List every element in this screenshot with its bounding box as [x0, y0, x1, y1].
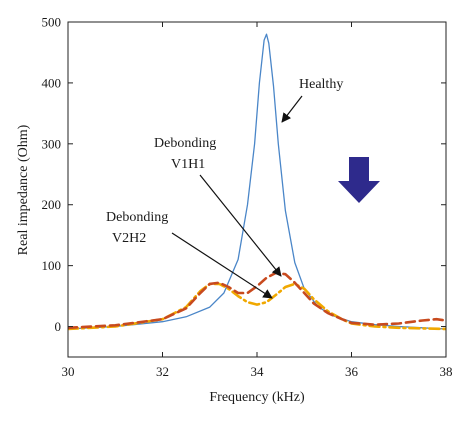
y-tick-label: 0 [55, 319, 62, 334]
x-tick-label: 36 [345, 364, 359, 379]
y-tick-label: 300 [42, 136, 62, 151]
x-tick-label: 34 [251, 364, 265, 379]
y-tick-label: 400 [42, 75, 62, 90]
x-axis: 30 32 34 36 38 [62, 22, 453, 379]
y-tick-label: 200 [42, 197, 62, 212]
x-tick-label: 32 [156, 364, 169, 379]
x-tick-label: 38 [440, 364, 453, 379]
annotation-v1h1-line1: Debonding [154, 136, 216, 151]
y-tick-label: 500 [42, 15, 62, 30]
series-line-healthy [68, 33, 446, 330]
y-axis: 0 100 200 300 400 500 [42, 15, 446, 334]
annotation-v2h2-line2: V2H2 [112, 231, 146, 246]
x-tick-label: 30 [62, 364, 75, 379]
annotation-v1h1-arrow [199, 174, 282, 277]
y-tick-label: 100 [42, 258, 62, 273]
series-line-v1h1 [68, 271, 446, 330]
annotation-v1h1-line2: V1H1 [171, 157, 205, 172]
series-layer [68, 33, 446, 331]
x-axis-label: Frequency (kHz) [209, 390, 305, 405]
plot-frame [67, 21, 447, 358]
annotation-healthy: Healthy [299, 77, 343, 92]
y-axis-label: Real impedance (Ohm) [16, 124, 31, 255]
annotation-healthy-arrow [281, 95, 303, 123]
series-line-v2h2 [68, 282, 446, 331]
annotation-v2h2-line1: Debonding [106, 210, 168, 225]
annotation-v2h2-arrow [171, 232, 273, 299]
decrease-arrow-icon [338, 157, 380, 203]
